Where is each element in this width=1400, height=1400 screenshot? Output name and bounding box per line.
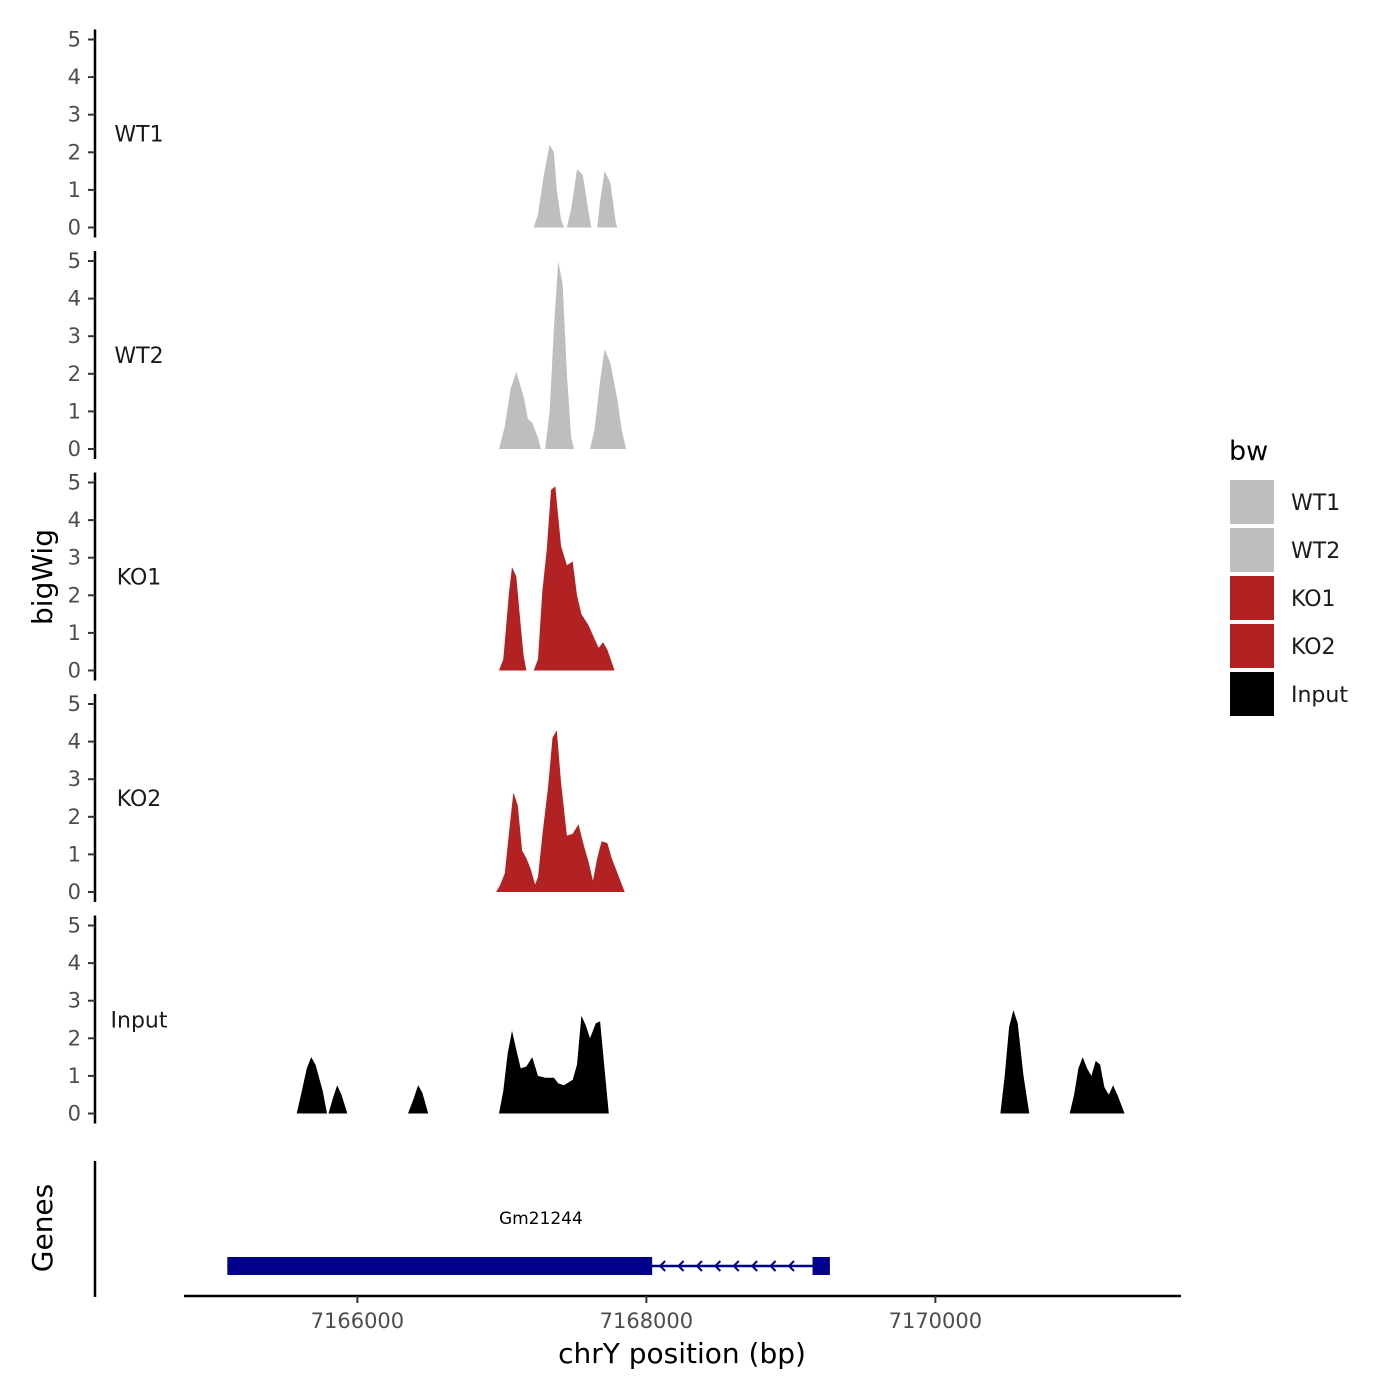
x-tick-label: 7170000 bbox=[889, 1309, 983, 1333]
track-label: KO2 bbox=[117, 787, 162, 812]
legend-title: bw bbox=[1229, 436, 1268, 467]
y-tick-label: 5 bbox=[68, 471, 81, 495]
y-tick-label: 4 bbox=[68, 730, 81, 754]
signal-area-wt1 bbox=[533, 144, 618, 228]
y-tick-label: 2 bbox=[68, 583, 81, 607]
y-tick-label: 4 bbox=[68, 287, 81, 311]
signal-area-wt2 bbox=[499, 261, 627, 449]
y-tick-label: 5 bbox=[68, 28, 81, 52]
gene-track-panel: Gm21244 bbox=[93, 1161, 830, 1297]
legend-swatch-ko1 bbox=[1230, 576, 1274, 620]
y-tick-label: 5 bbox=[68, 914, 81, 938]
strand-arrow bbox=[769, 1260, 777, 1272]
y-tick-label: 0 bbox=[68, 1102, 81, 1126]
legend-label: KO1 bbox=[1291, 587, 1336, 612]
gene-exon bbox=[227, 1257, 653, 1275]
genes-axis-title: Genes bbox=[26, 1184, 59, 1272]
track-ko2: 0 1 2 3 4 5 KO2 bbox=[68, 692, 625, 904]
track-ko1: 0 1 2 3 4 5 KO1 bbox=[68, 471, 615, 683]
y-tick-label: 3 bbox=[68, 989, 81, 1013]
y-tick-label: 3 bbox=[68, 103, 81, 127]
x-tick-label: 7168000 bbox=[600, 1309, 694, 1333]
track-label: KO1 bbox=[117, 566, 162, 591]
y-axis-title: bigWig bbox=[26, 529, 59, 625]
track-label: Input bbox=[111, 1009, 168, 1034]
strand-arrow bbox=[787, 1260, 795, 1272]
legend-label: WT1 bbox=[1291, 491, 1340, 516]
y-tick-label: 3 bbox=[68, 546, 81, 570]
y-tick-label: 1 bbox=[68, 842, 81, 866]
legend-swatch-ko2 bbox=[1230, 624, 1274, 668]
y-tick-label: 3 bbox=[68, 324, 81, 348]
legend-label: WT2 bbox=[1291, 539, 1340, 564]
track-input: 0 1 2 3 4 5 Input bbox=[68, 914, 1125, 1126]
y-tick-label: 1 bbox=[68, 399, 81, 423]
y-tick-label: 1 bbox=[68, 621, 81, 645]
y-tick-label: 4 bbox=[68, 951, 81, 975]
y-tick-label: 2 bbox=[68, 1026, 81, 1050]
legend-label: KO2 bbox=[1291, 635, 1336, 660]
track-label: WT2 bbox=[114, 344, 163, 369]
y-tick-label: 2 bbox=[68, 805, 81, 829]
gene-name-label: Gm21244 bbox=[499, 1209, 583, 1229]
y-tick-label: 2 bbox=[68, 140, 81, 164]
y-tick-label: 0 bbox=[68, 216, 81, 240]
track-label: WT1 bbox=[114, 123, 163, 148]
y-tick-label: 3 bbox=[68, 767, 81, 791]
strand-arrow bbox=[713, 1260, 722, 1272]
strand-arrow bbox=[695, 1260, 703, 1272]
legend-swatch-input bbox=[1230, 672, 1274, 716]
x-axis: 7166000 7168000 7170000 bbox=[184, 1294, 1181, 1333]
strand-arrow bbox=[677, 1260, 685, 1272]
track-panels: 0 1 2 3 4 5 WT1 0 1 2 3 4 5 WT2 0 1 2 3 4 5 KO1 0 1 2 3 4 5 KO2 0 1 2 3… bbox=[68, 28, 1125, 1126]
y-tick-label: 0 bbox=[68, 659, 81, 683]
y-tick-label: 4 bbox=[68, 65, 81, 89]
y-tick-label: 0 bbox=[68, 880, 81, 904]
signal-area-ko2 bbox=[496, 730, 625, 892]
legend-label: Input bbox=[1291, 683, 1348, 708]
y-tick-label: 0 bbox=[68, 437, 81, 461]
gene-exon bbox=[812, 1257, 830, 1275]
strand-arrow bbox=[750, 1260, 758, 1272]
y-tick-label: 4 bbox=[68, 508, 81, 532]
x-tick-label: 7166000 bbox=[311, 1309, 405, 1333]
y-tick-label: 2 bbox=[68, 362, 81, 386]
legend-swatch-wt2 bbox=[1230, 528, 1274, 572]
strand-arrow bbox=[732, 1260, 740, 1272]
legend-swatch-wt1 bbox=[1230, 480, 1274, 524]
y-tick-label: 1 bbox=[68, 178, 81, 202]
signal-area-ko1 bbox=[499, 486, 615, 671]
strand-arrow bbox=[658, 1260, 666, 1272]
y-tick-label: 1 bbox=[68, 1064, 81, 1088]
y-tick-label: 5 bbox=[68, 692, 81, 716]
signal-area-input bbox=[296, 1010, 1125, 1114]
legend: bw WT1 WT2 KO1 KO2 Input bbox=[1229, 436, 1348, 716]
y-tick-label: 5 bbox=[68, 249, 81, 273]
track-wt2: 0 1 2 3 4 5 WT2 bbox=[68, 249, 627, 461]
track-wt1: 0 1 2 3 4 5 WT1 bbox=[68, 28, 618, 240]
x-axis-title: chrY position (bp) bbox=[558, 1337, 806, 1370]
